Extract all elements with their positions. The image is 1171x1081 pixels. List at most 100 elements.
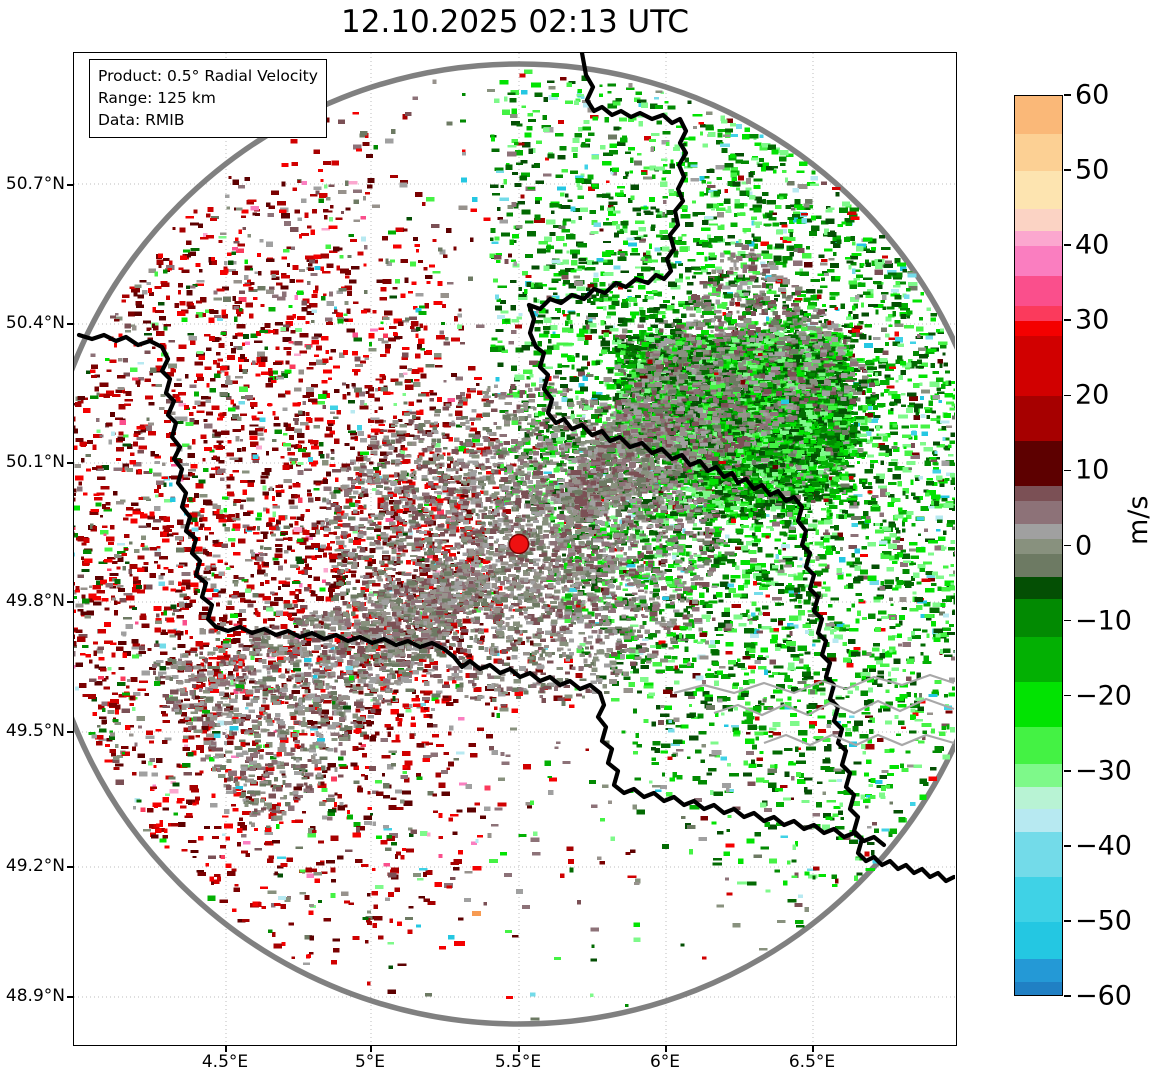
echo-cell [604,381,610,387]
echo-cell [788,574,795,577]
echo-cell [625,559,632,564]
echo-cell [714,266,723,271]
echo-cell [670,285,681,290]
echo-cell [932,602,941,607]
echo-cell [587,313,598,318]
echo-cell [618,317,626,323]
echo-cell [714,680,720,686]
echo-cell [536,248,546,254]
echo-cell [741,277,746,283]
echo-cell [546,264,556,269]
echo-cell [592,298,603,302]
echo-cell [934,746,943,751]
echo-cell [821,304,826,307]
echo-cell [558,204,563,209]
echo-cell [806,746,816,751]
echo-cell [761,573,769,579]
echo-cell [941,723,950,727]
echo-cell [750,612,756,617]
echo-cell [866,677,874,683]
echo-cell [546,245,555,250]
echo-cell [897,633,903,638]
echo-cell [717,551,722,557]
echo-cell [865,518,872,524]
echo-cell [724,620,732,626]
echo-cell [492,192,500,196]
echo-cell [670,523,678,529]
echo-cell [637,152,642,156]
echo-cell [805,622,811,626]
echo-cell [655,642,661,645]
echo-cell [887,272,897,276]
echo-cell [751,233,755,238]
echo-cell [921,578,931,583]
echo-cell [617,185,626,189]
echo-cell [885,785,890,788]
echo-cell [674,250,679,255]
echo-cell [835,550,841,554]
echo-cell [635,523,640,528]
echo-cell [798,604,802,609]
echo-cell [952,394,955,400]
echo-cell [833,806,841,809]
echo-cell [729,272,738,276]
echo-cell [647,326,653,331]
echo-cell [784,748,793,752]
echo-cell [724,162,734,168]
echo-cell [944,446,950,451]
echo-cell [692,522,697,527]
echo-cell [688,295,694,301]
echo-cell [851,523,859,528]
echo-cell [552,224,562,228]
echo-cell [774,538,781,542]
echo-cell [580,95,585,99]
echo-cell [919,794,927,800]
echo-cell [580,173,585,177]
echo-cell [761,250,769,256]
echo-cell [678,301,688,305]
echo-cell [611,515,619,520]
echo-cell [558,120,564,124]
echo-cell [712,857,722,861]
echo-cell [539,411,545,416]
echo-cell [656,120,662,125]
echo-cell [928,332,936,336]
echo-cell [797,680,807,684]
echo-cell [870,397,877,401]
echo-cell [916,581,922,585]
echo-cell [886,566,894,572]
echo-cell [865,396,875,401]
echo-cell [644,294,649,301]
echo-cell [595,417,603,423]
echo-cell [562,242,568,247]
echo-cell [808,614,818,617]
echo-cell [754,526,761,532]
echo-cell [550,333,561,338]
echo-cell [768,674,775,678]
echo-cell [787,662,795,669]
echo-cell [913,383,920,389]
echo-cell [568,81,576,85]
echo-cell [893,658,901,664]
echo-cell [672,772,678,778]
echo-cell [564,193,569,198]
echo-cell [610,579,617,584]
radar-plot-panel[interactable]: Product: 0.5° Radial Velocity Range: 125… [73,52,957,1046]
echo-cell [874,269,884,275]
echo-cell [650,602,655,609]
echo-cell [643,136,652,141]
echo-cell [736,310,740,314]
echo-cell [655,214,662,219]
echo-cell [851,305,856,311]
echo-cell [918,740,925,744]
echo-cell [570,414,576,420]
echo-cell [829,292,840,296]
echo-cell [853,313,859,320]
echo-cell [757,666,767,670]
echo-cell [789,245,795,250]
echo-cell [880,552,884,557]
echo-cell [717,211,725,218]
echo-cell [865,292,874,299]
echo-cell [560,192,565,197]
echo-cell [623,469,633,475]
